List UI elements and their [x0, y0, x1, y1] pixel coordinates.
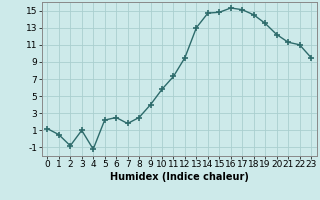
X-axis label: Humidex (Indice chaleur): Humidex (Indice chaleur) [110, 172, 249, 182]
